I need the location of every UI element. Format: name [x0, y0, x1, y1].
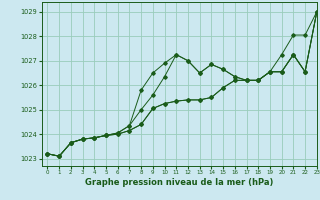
- X-axis label: Graphe pression niveau de la mer (hPa): Graphe pression niveau de la mer (hPa): [85, 178, 273, 187]
